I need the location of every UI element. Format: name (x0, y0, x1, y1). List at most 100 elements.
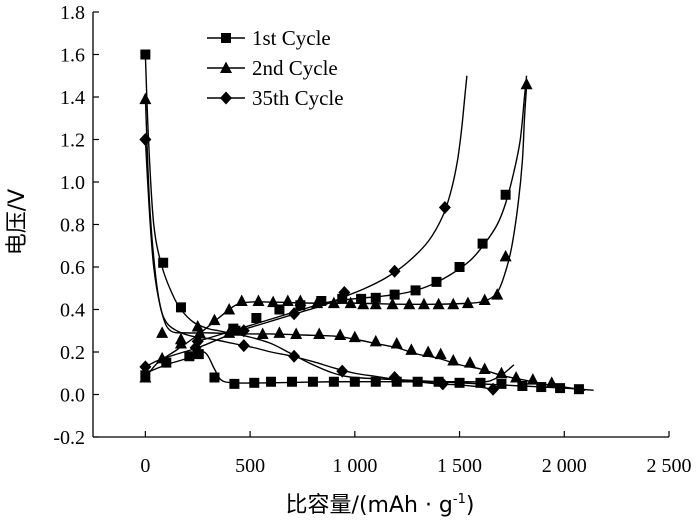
1st-cycle-data-point (140, 49, 151, 60)
2nd-cycle-data-point (510, 371, 523, 383)
2nd-cycle-data-point (344, 296, 357, 309)
2nd-cycle-data-point (447, 297, 460, 310)
y-tick-label: 1.0 (60, 172, 85, 194)
2nd-cycle-data-point (447, 354, 460, 366)
1st-cycle-data-point (230, 325, 241, 336)
x-axis-title-tail: ) (466, 493, 475, 518)
2nd-cycle-data-point (386, 297, 399, 310)
2nd-cycle-data-point (193, 326, 206, 338)
1st-cycle-data-point (500, 189, 511, 200)
2nd-cycle-data-point (281, 294, 294, 306)
2nd-cycle-data-point (478, 293, 491, 305)
1st-cycle-data-point (412, 376, 423, 387)
1st-cycle-data-point (536, 382, 547, 393)
legend-marker-2nd-cycle (220, 61, 232, 73)
2nd-cycle-data-point (499, 249, 512, 262)
35th-cycle-data-point (139, 360, 152, 374)
2nd-cycle-data-point (139, 371, 152, 383)
y-axis-ticks: -0.2 0.0 0.2 0.4 0.6 0.8 1.0 1.2 1.4 1.6 1.8 (53, 2, 99, 449)
legend-marker-1st-cycle (221, 33, 231, 43)
y-tick-label: -0.2 (53, 427, 85, 449)
x-tick-label: 500 (235, 455, 265, 477)
35th-cycle-data-point (388, 264, 401, 278)
35th-cycle-discharge-curve-line (144, 139, 492, 390)
1st-cycle-data-point (337, 293, 348, 304)
1st-cycle-data-point (229, 378, 240, 389)
2nd-cycle-data-point (417, 297, 430, 310)
y-tick-label: 1.8 (60, 2, 85, 24)
2nd-cycle-data-point (390, 337, 403, 349)
35th-cycle-data-point (237, 339, 250, 353)
legend-label-2nd-cycle: 2nd Cycle (252, 56, 338, 80)
x-tick-label: 0 (140, 455, 150, 477)
1st-cycle-data-point (307, 376, 318, 387)
1st-cycle-data-point (517, 381, 528, 391)
x-axis-title-superscript: -1 (453, 492, 466, 507)
2nd-cycle-data-point (273, 326, 286, 338)
1st-cycle-data-point (555, 383, 566, 394)
2nd-cycle-data-point (252, 294, 265, 306)
2nd-cycle-data-point (461, 296, 474, 309)
y-tick-label: 0.6 (60, 257, 85, 279)
2nd-cycle-discharge-curve-line (144, 96, 586, 391)
35th-cycle-data-point (436, 377, 449, 391)
2nd-cycle-data-point (491, 288, 504, 300)
2nd-cycle-data-point (139, 92, 152, 105)
2nd-cycle-data-point (313, 327, 326, 339)
35th-cycle-data-point (288, 349, 301, 363)
1st-cycle-data-point (209, 372, 220, 383)
1st-cycle-data-point (454, 377, 465, 388)
2nd-cycle-data-point (191, 320, 204, 332)
2nd-cycle-data-point (495, 366, 508, 379)
1st-cycle-data-point (251, 313, 262, 323)
1st-cycle-data-point (573, 384, 584, 395)
2nd-cycle-data-point (334, 328, 347, 340)
legend: 1st Cycle 2nd Cycle 35th Cycle (207, 26, 344, 110)
y-tick-label: 1.6 (60, 45, 85, 67)
1st-cycle-data-point (370, 376, 381, 387)
x-axis-ticks: 0 500 1 000 1 500 2 000 2 500 (140, 431, 692, 477)
35th-cycle-data-point (438, 201, 451, 214)
1st-cycle-data-point (496, 378, 507, 389)
legend-label-1st-cycle: 1st Cycle (252, 26, 331, 50)
2nd-cycle-data-point (526, 373, 539, 385)
2nd-cycle-data-point (369, 334, 382, 347)
1st-cycle-data-point (249, 377, 260, 388)
2nd-cycle-data-point (405, 343, 418, 355)
1st-cycle-data-point (431, 276, 442, 287)
2nd-cycle-data-point (369, 297, 382, 310)
35th-cycle-data-point (487, 382, 500, 396)
y-axis-title: 电压/V (5, 189, 30, 255)
2nd-cycle-data-point (290, 327, 303, 339)
1st-cycle-data-point (328, 376, 339, 387)
35th-cycle-data-point (139, 133, 152, 146)
2nd-cycle-data-point (464, 356, 477, 368)
1st-cycle-data-point (391, 376, 402, 387)
1st-cycle-data-point (454, 262, 465, 272)
y-tick-label: 0.0 (60, 385, 85, 407)
1st-cycle-data-point (316, 296, 327, 306)
legend-marker-35th-cycle (220, 91, 232, 105)
2nd-cycle-data-point (422, 345, 435, 357)
1st-cycle-data-point (274, 304, 285, 315)
1st-cycle-data-point (158, 257, 169, 268)
2nd-cycle-data-point (432, 297, 445, 310)
x-axis-title: 比容量/(mAh · g-1) (286, 492, 475, 518)
2nd-cycle-data-point (348, 330, 361, 343)
2nd-cycle-data-point (520, 77, 533, 90)
2nd-cycle-data-point (235, 294, 248, 306)
x-tick-label: 2 000 (542, 455, 587, 477)
1st-cycle-data-point (286, 376, 297, 387)
2nd-cycle-data-point (156, 326, 169, 338)
1st-cycle-data-point (389, 289, 400, 300)
x-axis-title-main: 比容量/(mAh · g (286, 493, 453, 518)
1st-cycle-data-point (477, 238, 488, 249)
2nd-cycle-data-point (311, 296, 324, 309)
series-markers (139, 49, 584, 396)
x-tick-label: 2 500 (647, 455, 692, 477)
35th-cycle-data-point (388, 371, 401, 384)
2nd-cycle-charge-curve-line (144, 86, 528, 378)
35th-cycle-data-point (338, 286, 351, 299)
2nd-cycle-data-point (156, 351, 169, 364)
